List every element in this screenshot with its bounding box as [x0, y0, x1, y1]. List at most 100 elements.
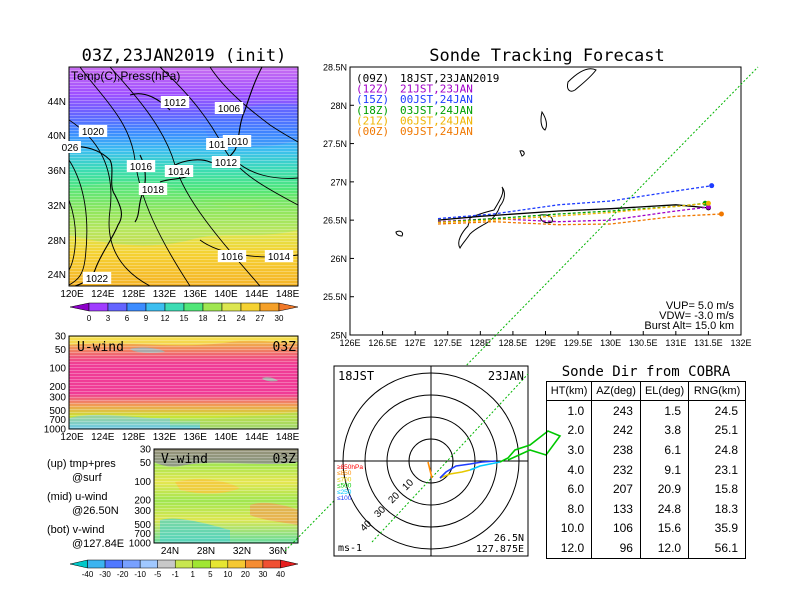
surface-title: 03Z,23JAN2019 (init)	[82, 46, 287, 66]
pressure-label-bg	[78, 125, 108, 137]
run-code: (12Z)	[356, 83, 389, 96]
lon-tick: 129E	[535, 338, 556, 348]
table-row: 6.0 207 20.9 15.8	[545, 479, 746, 499]
lat-tick: 28N	[48, 236, 66, 247]
lon-tick: 124E	[91, 289, 115, 300]
pressure-label: 1014	[168, 167, 191, 178]
run-label: 09JST,24JAN	[400, 125, 473, 138]
lon-tick: 148E	[276, 289, 300, 300]
table-cell: 35.9	[688, 518, 746, 539]
uwind-lon-ticks: 120E 124E 128E 132E 136E 140E 144E 148E	[60, 432, 299, 443]
colorbar-tick: 27	[256, 314, 265, 323]
lon-tick: 126E	[339, 338, 360, 348]
colorbar-tick: 3	[106, 314, 111, 323]
table-cell: 24.8	[639, 498, 690, 519]
colorbar-tick: -1	[172, 570, 180, 579]
pressure-label: 1016	[221, 252, 244, 263]
colorbar-tick: 40	[276, 570, 285, 579]
polar-hodograph	[427, 430, 562, 479]
pressure-tick: 30	[55, 332, 67, 343]
pressure-legend-item: ≤700	[337, 476, 352, 483]
lat-tick: 28N	[197, 546, 215, 557]
table-cell: 15.8	[688, 479, 746, 499]
table-cell: 243	[591, 400, 641, 421]
colorbar-swatch	[174, 559, 194, 569]
lon-tick: 136E	[184, 432, 208, 443]
pressure-tick: 1000	[44, 425, 67, 436]
table-cell: 20.9	[639, 479, 690, 499]
lat-tick: 27N	[330, 177, 347, 187]
lat-tick: 32N	[233, 546, 251, 557]
colorbar-tick: -40	[82, 570, 94, 579]
pressure-label: 1018	[142, 185, 165, 196]
pressure-label: 1022	[86, 274, 109, 285]
lon-tick: 129.5E	[564, 338, 593, 348]
colorbar-tick: 1	[191, 570, 196, 579]
tracking-series	[437, 183, 724, 226]
colorbar-tick: 20	[241, 570, 250, 579]
pressure-legend-item: ≤850	[337, 470, 352, 477]
table-cell: 56.1	[688, 538, 746, 559]
lon-tick: 128E	[470, 338, 491, 348]
lon-tick: 128.5E	[499, 338, 528, 348]
col-el: EL(deg)	[639, 381, 690, 401]
tracking-lon-ticks: 126E 126.5E 127E 127.5E 128E 128.5E 129E 129.5E…	[339, 331, 752, 348]
track-burst-point	[709, 183, 715, 189]
lat-tick: 28N	[330, 101, 347, 111]
legend-up-1: (up) tmp+pres	[47, 458, 116, 470]
uwind-label: U-wind	[77, 340, 124, 355]
lat-tick: 27.5N	[323, 139, 347, 149]
pressure-tick: 30	[140, 445, 152, 456]
track-series-line	[437, 185, 712, 220]
polar-time: 18JST	[338, 369, 374, 383]
polar-lat: 26.5N	[494, 533, 524, 544]
lon-tick: 131E	[665, 338, 686, 348]
table-row: 2.0 242 3.8 25.1	[545, 420, 746, 441]
lon-tick: 127.5E	[433, 338, 462, 348]
polar-lon: 127.875E	[476, 544, 524, 555]
polar-unit: ms-1	[338, 543, 362, 554]
colorbar-tick: 18	[199, 314, 208, 323]
sonde-table-header: HT(km) AZ(deg) EL(deg) RNG(km)	[545, 381, 746, 401]
lat-tick: 28.5N	[323, 63, 347, 73]
table-cell: 9.1	[639, 459, 690, 480]
table-cell: 24.5	[688, 400, 746, 421]
lat-tick: 36N	[269, 546, 287, 557]
pressure-tick: 200	[134, 495, 151, 506]
pressure-label-bg	[82, 272, 112, 284]
table-cell: 96	[591, 538, 641, 559]
vwind-plot	[154, 449, 298, 543]
table-cell: 232	[591, 459, 641, 480]
colorbar-swatch	[87, 559, 106, 569]
colorbar-swatch	[262, 559, 281, 569]
run-code: (09Z)	[356, 72, 389, 85]
pressure-tick: 100	[49, 363, 66, 374]
lat-tick: 26N	[330, 254, 347, 264]
sonde-table-title: Sonde Dir from COBRA	[562, 364, 731, 380]
run-label: 21JST,23JAN	[400, 83, 473, 96]
colorbar-swatch	[107, 302, 128, 312]
lon-tick: 132E	[730, 338, 751, 348]
vwind-frame	[153, 448, 299, 544]
colorbar-tick: 12	[161, 314, 170, 323]
table-cell: 24.8	[688, 440, 746, 460]
pressure-label-bg	[222, 135, 252, 147]
tracking-lat-ticks: 28.5N 28N 27.5N 27N 26.5N 26N 25.5N 25N	[323, 63, 354, 341]
colorbar-swatch	[240, 302, 261, 312]
lat-tick: 32N	[48, 201, 66, 212]
tracking-title: Sonde Tracking Forecast	[429, 46, 664, 66]
lat-tick: 36N	[48, 166, 66, 177]
table-cell: 3.8	[639, 420, 690, 441]
colorbar-tick: 9	[144, 314, 149, 323]
legend-bot-1: (bot) v-wind	[47, 524, 104, 536]
pressure-tick: 700	[49, 415, 66, 426]
tracking-params: VUP= 5.0 m/s VDW= -3.0 m/s Burst Alt= 15…	[644, 300, 734, 332]
table-cell: 1.5	[639, 400, 690, 421]
polar-date: 23JAN	[488, 369, 524, 383]
table-row: 1.0 243 1.5 24.5	[545, 400, 746, 421]
surface-overlay-label: Temp(C),Press(hPa)	[71, 69, 180, 83]
table-row: 10.0 106 15.6 35.9	[545, 518, 746, 539]
surface-lon-ticks: 120E 124E 128E 132E 136E 140E 144E 148E	[60, 289, 299, 300]
colorbar-tick: 10	[223, 570, 232, 579]
lon-tick: 136E	[184, 289, 208, 300]
